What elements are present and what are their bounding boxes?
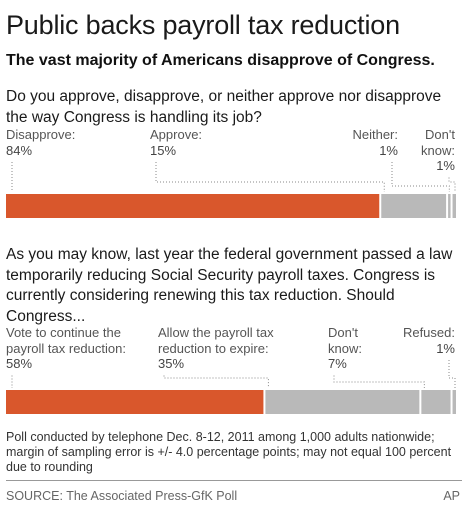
source-line: SOURCE: The Associated Press-GfK Poll <box>6 489 238 503</box>
segment-label-2-4: Refused: 1% <box>403 325 455 356</box>
segment-name: know: <box>421 142 455 158</box>
question-1: Do you approve, disapprove, or neither a… <box>6 88 442 126</box>
segment-name: Disapprove: <box>6 127 76 142</box>
segment-value: 7% <box>328 356 347 371</box>
chart-title: Public backs payroll tax reduction <box>6 10 400 40</box>
segment-label-1-2: Approve: 15% <box>150 127 202 158</box>
segment-value: 84% <box>6 142 33 158</box>
segment-name: Don't <box>328 325 358 340</box>
bar-segment-2-3 <box>420 390 452 414</box>
segment-value: 35% <box>158 356 185 371</box>
segment-value: 1% <box>436 158 455 173</box>
leader-line <box>391 162 450 192</box>
segment-value: 58% <box>6 356 33 371</box>
segment-name: Allow the payroll tax <box>158 325 274 340</box>
leader-line <box>448 177 456 192</box>
segment-value: 1% <box>436 340 455 356</box>
bar-segment-1-4 <box>451 194 456 218</box>
segment-name: Neither: <box>352 127 398 142</box>
segment-name: Refused: <box>402 325 455 340</box>
bar-segment-2-4 <box>451 390 456 414</box>
segment-label-2-3: Don't know: 7% <box>328 325 362 372</box>
segment-name: Approve: <box>150 127 203 142</box>
segment-value: 15% <box>150 142 177 158</box>
credit: AP <box>443 489 460 503</box>
chart-subtitle: The vast majority of Americans disapprov… <box>6 52 435 69</box>
segment-name: Vote to continue the <box>6 325 121 340</box>
footnote: Poll conducted by telephone Dec. 8-12, 2… <box>6 430 452 474</box>
segment-label-1-1: Disapprove: 84% <box>6 127 75 158</box>
question-2: As you may know, last year the federal g… <box>6 246 453 325</box>
segment-name: know: <box>328 340 362 356</box>
segment-label-1-4: Don't know: 1% <box>421 127 455 174</box>
segment-name: reduction to expire: <box>158 340 269 356</box>
bar-segment-1-1 <box>6 194 381 218</box>
segment-label-1-3: Neither: 1% <box>352 127 398 158</box>
bar-segment-1-2 <box>380 194 448 218</box>
segment-label-2-2: Allow the payroll tax reduction to expire… <box>158 325 274 372</box>
segment-label-2-1: Vote to continue the payroll tax reductio… <box>6 325 126 372</box>
segment-value: 1% <box>379 142 398 158</box>
leader-line <box>448 360 456 388</box>
leader-line <box>163 375 269 388</box>
leader-line <box>155 162 385 192</box>
bar-segment-2-2 <box>264 390 421 414</box>
bar-segment-1-3 <box>447 194 452 218</box>
segment-name: Don't <box>425 127 455 142</box>
segment-name: payroll tax reduction: <box>6 340 126 356</box>
bar-segment-2-1 <box>6 390 265 414</box>
footer-divider <box>6 480 462 481</box>
leader-line <box>333 375 425 388</box>
